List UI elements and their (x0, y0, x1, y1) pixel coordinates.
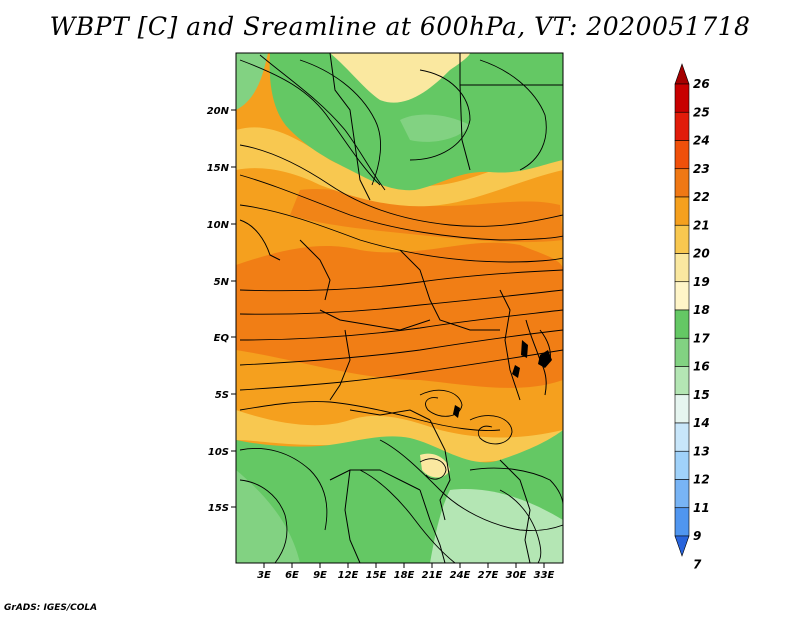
lat-tick: EQ (214, 333, 236, 344)
lon-label-3e: 3E (257, 570, 271, 581)
colorbar-label: 24 (693, 134, 710, 148)
lat-label-20n: 20N (207, 106, 230, 117)
lon-tick: 18E (394, 563, 415, 581)
lakes (453, 340, 552, 418)
colorbar-label: 25 (693, 105, 710, 119)
colorbar-label: 11 (693, 501, 710, 515)
colorbar-swatch (674, 337, 690, 367)
colorbar-label: 17 (693, 331, 710, 345)
colorbar-swatch (674, 366, 690, 396)
lon-tick: 30E (506, 563, 527, 581)
shading-core-equatorial (236, 242, 563, 388)
lon-axis: 3E 6E 9E 12E 15E 18E 21E 24E 27E 30E 33E (257, 563, 555, 581)
lat-label-5s: 5S (215, 390, 229, 401)
lon-label-21e: 21E (422, 570, 443, 581)
colorbar-swatch (674, 450, 690, 480)
lat-tick: 5N (214, 277, 236, 288)
lat-tick: 20N (207, 106, 236, 117)
lon-label-15e: 15E (366, 570, 387, 581)
lon-label-6e: 6E (285, 570, 299, 581)
colorbar-swatch (674, 394, 690, 424)
lat-axis: 20N 15N 10N 5N EQ 5S 10S 15S (207, 106, 236, 514)
colorbar-swatch (674, 168, 690, 198)
streamlines (239, 54, 563, 563)
lon-tick: 9E (313, 563, 327, 581)
lon-label-9e: 9E (313, 570, 327, 581)
colorbar-swatch (674, 83, 690, 113)
lat-tick: 15S (208, 503, 236, 514)
colorbar-swatch (674, 309, 690, 339)
lon-label-24e: 24E (450, 570, 471, 581)
lon-tick: 12E (338, 563, 359, 581)
colorbar-label: 26 (693, 77, 710, 91)
colorbar: 26 25 24 23 22 21 20 19 18 17 16 15 14 13 12 11 9 7 (674, 63, 710, 571)
plot-title: WBPT [C] and Sreamline at 600hPa, VT: 20… (49, 12, 751, 41)
map-panel (236, 53, 563, 563)
lat-tick: 10S (208, 447, 236, 458)
lon-tick: 27E (478, 563, 499, 581)
lon-tick: 6E (285, 563, 299, 581)
colorbar-swatch (674, 253, 690, 283)
colorbar-label: 7 (693, 557, 702, 571)
colorbar-swatch (674, 479, 690, 509)
colorbar-label: 16 (693, 360, 710, 374)
shading-se-patch (430, 489, 563, 563)
lon-tick: 15E (366, 563, 387, 581)
colorbar-swatch (674, 140, 690, 170)
colorbar-label: 12 (693, 473, 710, 487)
shading-nw-corner (236, 53, 268, 110)
lat-tick: 10N (207, 220, 236, 231)
colorbar-swatch (674, 422, 690, 452)
lon-label-12e: 12E (338, 570, 359, 581)
lat-label-10n: 10N (207, 220, 230, 231)
colorbar-label: 22 (693, 190, 710, 204)
lat-tick: 5S (215, 390, 236, 401)
colorbar-label: 9 (693, 529, 701, 543)
lon-label-33e: 33E (534, 570, 555, 581)
colorbar-label: 23 (693, 162, 710, 176)
lat-label-15n: 15N (207, 163, 230, 174)
colorbar-swatch (674, 281, 690, 311)
colorbar-label: 19 (693, 275, 710, 289)
lon-tick: 24E (450, 563, 471, 581)
lon-label-30e: 30E (506, 570, 527, 581)
colorbar-label: 13 (693, 444, 710, 458)
shading-sw-patch (236, 470, 300, 563)
colorbar-label: 15 (693, 388, 710, 402)
lon-label-27e: 27E (478, 570, 499, 581)
colorbar-swatch (674, 196, 690, 226)
footer-credit: GrADS: IGES/COLA (4, 603, 98, 613)
shading-north-patch (400, 114, 470, 142)
colorbar-label: 14 (693, 416, 710, 430)
shading-north-yellow (330, 53, 470, 103)
colorbar-label: 20 (693, 247, 710, 261)
colorbar-swatch (674, 224, 690, 254)
lat-label-eq: EQ (214, 333, 230, 344)
colorbar-top-arrow (674, 63, 690, 85)
lon-label-18e: 18E (394, 570, 415, 581)
lat-label-10s: 10S (208, 447, 229, 458)
lon-tick: 21E (422, 563, 443, 581)
colorbar-swatch (674, 111, 690, 141)
lat-tick: 15N (207, 163, 236, 174)
lat-label-5n: 5N (214, 277, 230, 288)
colorbar-swatch (674, 507, 690, 537)
lon-tick: 33E (534, 563, 555, 581)
colorbar-label: 21 (693, 218, 710, 232)
shading-south-yellow (420, 453, 450, 478)
shading-core-north (290, 188, 563, 243)
lon-tick: 3E (257, 563, 271, 581)
lat-label-15s: 15S (208, 503, 229, 514)
map-frame (235, 52, 564, 564)
colorbar-bottom-arrow (674, 535, 690, 557)
shading-south-band (236, 410, 563, 462)
colorbar-label: 18 (693, 303, 710, 317)
shading-sahel-band (236, 127, 563, 207)
